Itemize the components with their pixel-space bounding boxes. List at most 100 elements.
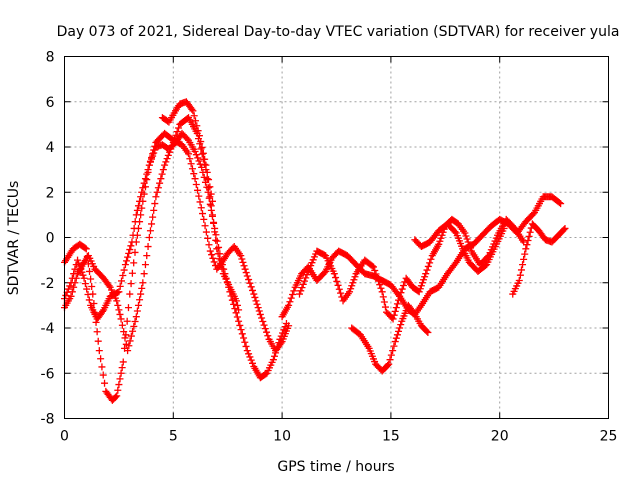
data-point <box>162 158 170 166</box>
data-point <box>77 265 85 273</box>
data-point <box>128 269 136 277</box>
data-point <box>241 338 249 346</box>
data-point <box>115 381 123 389</box>
data-point <box>124 253 132 261</box>
data-point <box>245 276 253 284</box>
data-point <box>436 237 444 245</box>
data-point <box>127 280 135 288</box>
data-point <box>183 135 191 143</box>
data-point <box>99 371 107 379</box>
data-point <box>121 334 129 342</box>
data-point <box>191 175 199 183</box>
data-point <box>190 112 198 120</box>
data-point <box>114 301 122 309</box>
data-point <box>260 321 268 329</box>
data-point <box>101 379 109 387</box>
data-point <box>195 132 203 140</box>
data-point <box>203 168 211 176</box>
data-point <box>146 227 154 235</box>
data-point <box>118 364 126 372</box>
data-point <box>128 238 136 246</box>
data-point <box>221 270 229 278</box>
data-point <box>185 150 193 158</box>
data-point <box>249 359 257 367</box>
data-point <box>143 252 151 260</box>
data-point <box>93 328 101 336</box>
data-point <box>386 356 394 364</box>
data-point <box>173 128 181 136</box>
data-point <box>264 332 272 340</box>
data-point <box>254 304 262 312</box>
data-point <box>187 160 195 168</box>
data-point <box>418 279 426 287</box>
x-tick-label: 25 <box>600 429 618 445</box>
data-point <box>349 279 357 287</box>
data-point <box>421 273 429 281</box>
data-point <box>164 151 172 159</box>
data-point <box>280 326 288 334</box>
data-point <box>522 245 530 253</box>
data-point <box>398 285 406 293</box>
data-point <box>384 361 392 369</box>
data-point <box>205 176 213 184</box>
data-point <box>131 248 139 256</box>
data-point <box>422 270 430 278</box>
y-axis-title: SDTVAR / TECUs <box>6 181 22 296</box>
data-point <box>87 275 95 283</box>
data-point <box>210 218 218 226</box>
data-point <box>175 124 183 132</box>
data-point <box>379 293 387 301</box>
data-point <box>302 274 310 282</box>
data-point <box>131 218 139 226</box>
data-point <box>199 210 207 218</box>
data-point <box>197 145 205 153</box>
data-point <box>253 300 261 308</box>
data-point <box>393 300 401 308</box>
data-point <box>196 198 204 206</box>
data-point <box>145 234 153 241</box>
data-point <box>197 138 205 146</box>
data-point <box>560 226 568 234</box>
data-point <box>273 345 281 353</box>
data-point <box>225 283 233 291</box>
data-point <box>117 369 125 377</box>
data-point <box>397 289 405 297</box>
data-point <box>561 224 569 232</box>
data-point <box>149 213 157 221</box>
data-point <box>392 334 400 342</box>
data-point <box>116 282 124 290</box>
data-point <box>197 204 205 212</box>
data-point <box>400 281 408 289</box>
data-point <box>420 276 428 284</box>
data-point <box>192 151 200 159</box>
data-point <box>269 356 277 364</box>
data-point <box>201 222 209 230</box>
data-point <box>500 224 508 232</box>
data-point <box>303 271 311 279</box>
data-point <box>99 307 107 315</box>
data-point <box>346 288 354 296</box>
data-point <box>218 261 226 269</box>
data-point <box>300 277 308 285</box>
data-point <box>121 344 129 352</box>
data-point <box>368 262 376 270</box>
data-point <box>198 143 206 151</box>
data-point <box>529 210 537 218</box>
data-point <box>242 342 250 350</box>
data-point <box>194 186 202 194</box>
data-point <box>222 274 230 282</box>
data-point <box>275 339 283 347</box>
data-point <box>136 296 144 304</box>
data-point <box>276 335 284 343</box>
data-point <box>390 311 398 319</box>
data-point <box>376 281 384 289</box>
data-point <box>424 262 432 270</box>
data-point <box>120 266 128 274</box>
data-point <box>387 351 395 359</box>
data-point <box>463 235 471 243</box>
data-point <box>417 282 425 290</box>
data-point <box>347 285 355 293</box>
data-point <box>435 240 443 248</box>
data-point <box>200 215 208 223</box>
data-point <box>70 270 78 278</box>
